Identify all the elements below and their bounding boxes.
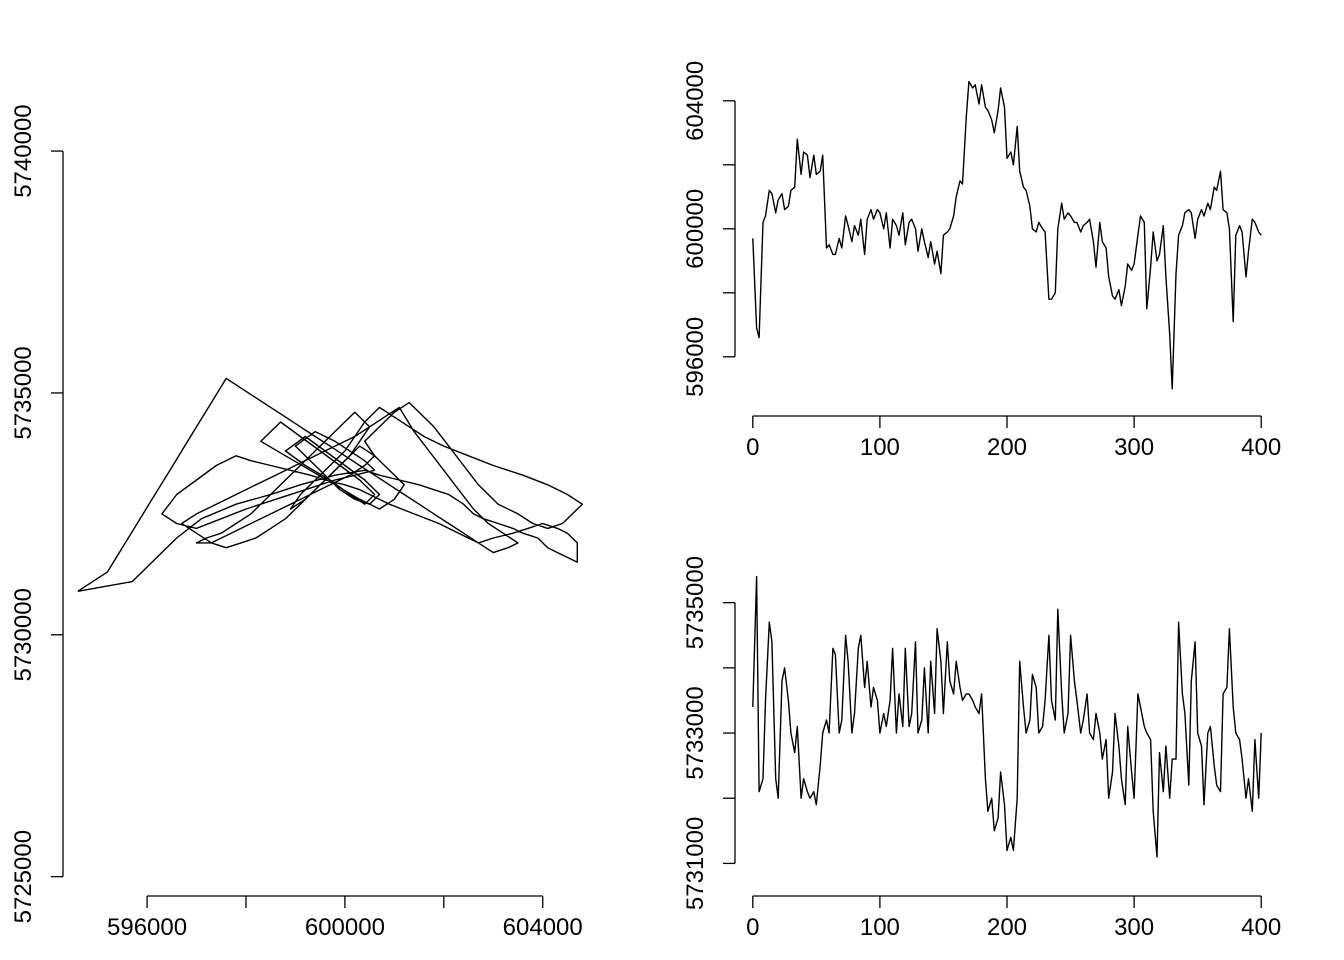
y-tick-label: 5740000 <box>10 104 37 197</box>
x-tick-label: 200 <box>987 914 1027 941</box>
x-tick-label: 596000 <box>107 914 187 941</box>
y-tick-label: 600000 <box>682 189 709 269</box>
series-line <box>752 80 1262 390</box>
y-tick-label: 596000 <box>682 317 709 397</box>
series-line <box>752 575 1262 858</box>
track-plot: 596000 600000 604000 5725000 5730000 5735000 5… <box>10 104 583 941</box>
y-tick-label: 5731000 <box>682 817 709 910</box>
y-tick-label: 5735000 <box>682 556 709 649</box>
y-tick-label: 5725000 <box>10 830 37 923</box>
x-tick-label: 300 <box>1114 434 1154 461</box>
y-tick-label: 604000 <box>682 61 709 141</box>
x-tick-label: 400 <box>1241 434 1281 461</box>
x-tick-label: 0 <box>746 914 759 941</box>
y-tick-label: 5730000 <box>10 588 37 681</box>
x-tick-label: 300 <box>1114 914 1154 941</box>
x-tick-label: 100 <box>860 434 900 461</box>
x-tick-label: 604000 <box>503 914 583 941</box>
x-tick-label: 200 <box>987 434 1027 461</box>
y-tick-label: 5733000 <box>682 686 709 779</box>
series-line <box>77 377 583 592</box>
x-tick-label: 400 <box>1241 914 1281 941</box>
x-tick-label: 0 <box>746 434 759 461</box>
y-tick-label: 5735000 <box>10 346 37 439</box>
x-time-series-plot: 0 100 200 300 400 596000 600000 604000 <box>682 61 1281 461</box>
x-tick-label: 600000 <box>305 914 385 941</box>
y-time-series-plot: 0 100 200 300 400 5731000 5733000 5735000 <box>682 556 1281 941</box>
x-tick-label: 100 <box>860 914 900 941</box>
